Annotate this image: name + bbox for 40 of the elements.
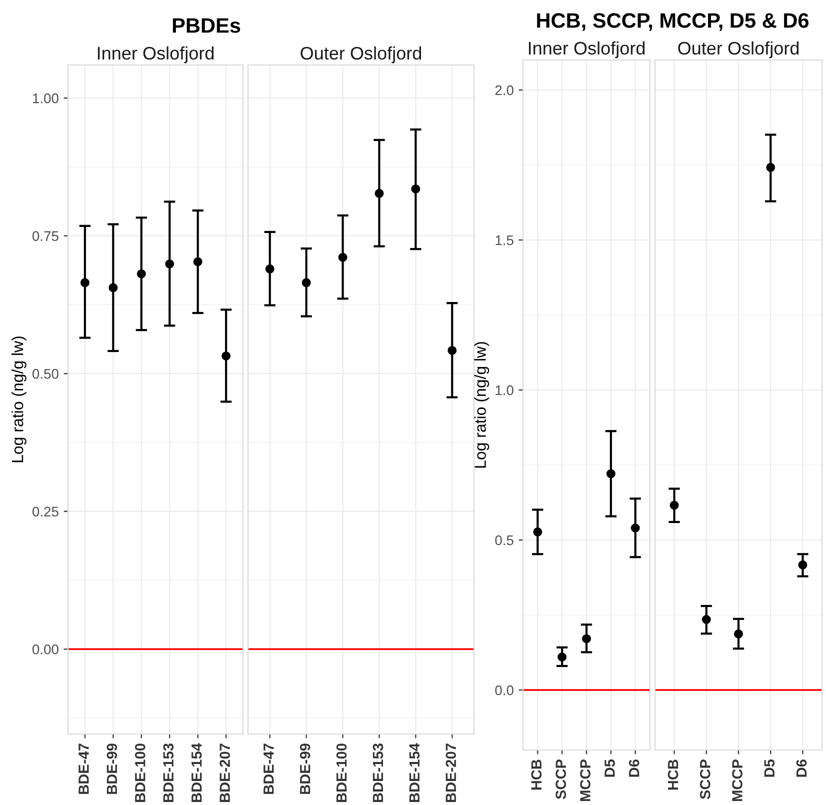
x-tick-label: SCCP [700,760,710,800]
x-tick-label: MCCP [580,760,590,801]
y-tick-label: 0.50 [32,368,58,379]
x-tick-label: HCB [668,760,678,790]
y-tick-label: 1.5 [496,235,514,246]
chart-title: PBDEs [172,18,240,33]
x-tick-label: BDE-47 [78,744,89,794]
x-tick-label: BDE-100 [336,744,347,802]
chart-subtitle: Inner Oslofjord [98,46,214,64]
x-tick-label: BDE-99 [300,744,310,794]
x-tick-label: HCB [531,760,542,790]
y-axis-title: Log ratio (ng/g lw) [474,342,490,468]
x-tick-label: BDE-153 [372,744,384,802]
y-tick-label: 2.0 [495,85,514,96]
x-tick-label: D6 [796,760,807,777]
y-tick-label: 0.75 [32,231,58,241]
x-tick-label: BDE-207 [220,744,230,802]
x-tick-label: BDE-154 [192,743,202,802]
x-tick-label: BDE-153 [163,744,174,802]
chart-title: HCB, SCCP, MCCP, D5 & D6 [537,13,809,31]
x-tick-label: BDE-100 [134,744,146,802]
x-tick-label: BDE-154 [409,743,420,802]
y-tick-label: 0.00 [32,644,58,654]
x-tick-label: D5 [764,759,775,777]
y-axis-title: Log ratio (ng/g lw) [12,336,26,462]
x-tick-label: BDE-47 [264,744,274,794]
x-tick-label: BDE-99 [106,744,118,794]
x-tick-label: MCCP [732,760,742,801]
x-tick-label: D6 [628,760,640,777]
x-tick-label: SCCP [556,760,566,800]
x-tick-label: BDE-207 [446,744,456,802]
chart-subtitle: Outer Oslofjord [300,46,422,64]
y-tick-label: 1.0 [496,385,514,396]
y-tick-label: 1.00 [33,93,58,104]
x-tick-label: D5 [604,759,615,777]
y-tick-label: 0.0 [495,685,514,696]
chart-subtitle: Inner Oslofjord [528,41,645,58]
y-tick-label: 0.25 [32,506,58,517]
y-tick-label: 0.5 [495,535,514,546]
chart-subtitle: Outer Oslofjord [678,41,799,58]
